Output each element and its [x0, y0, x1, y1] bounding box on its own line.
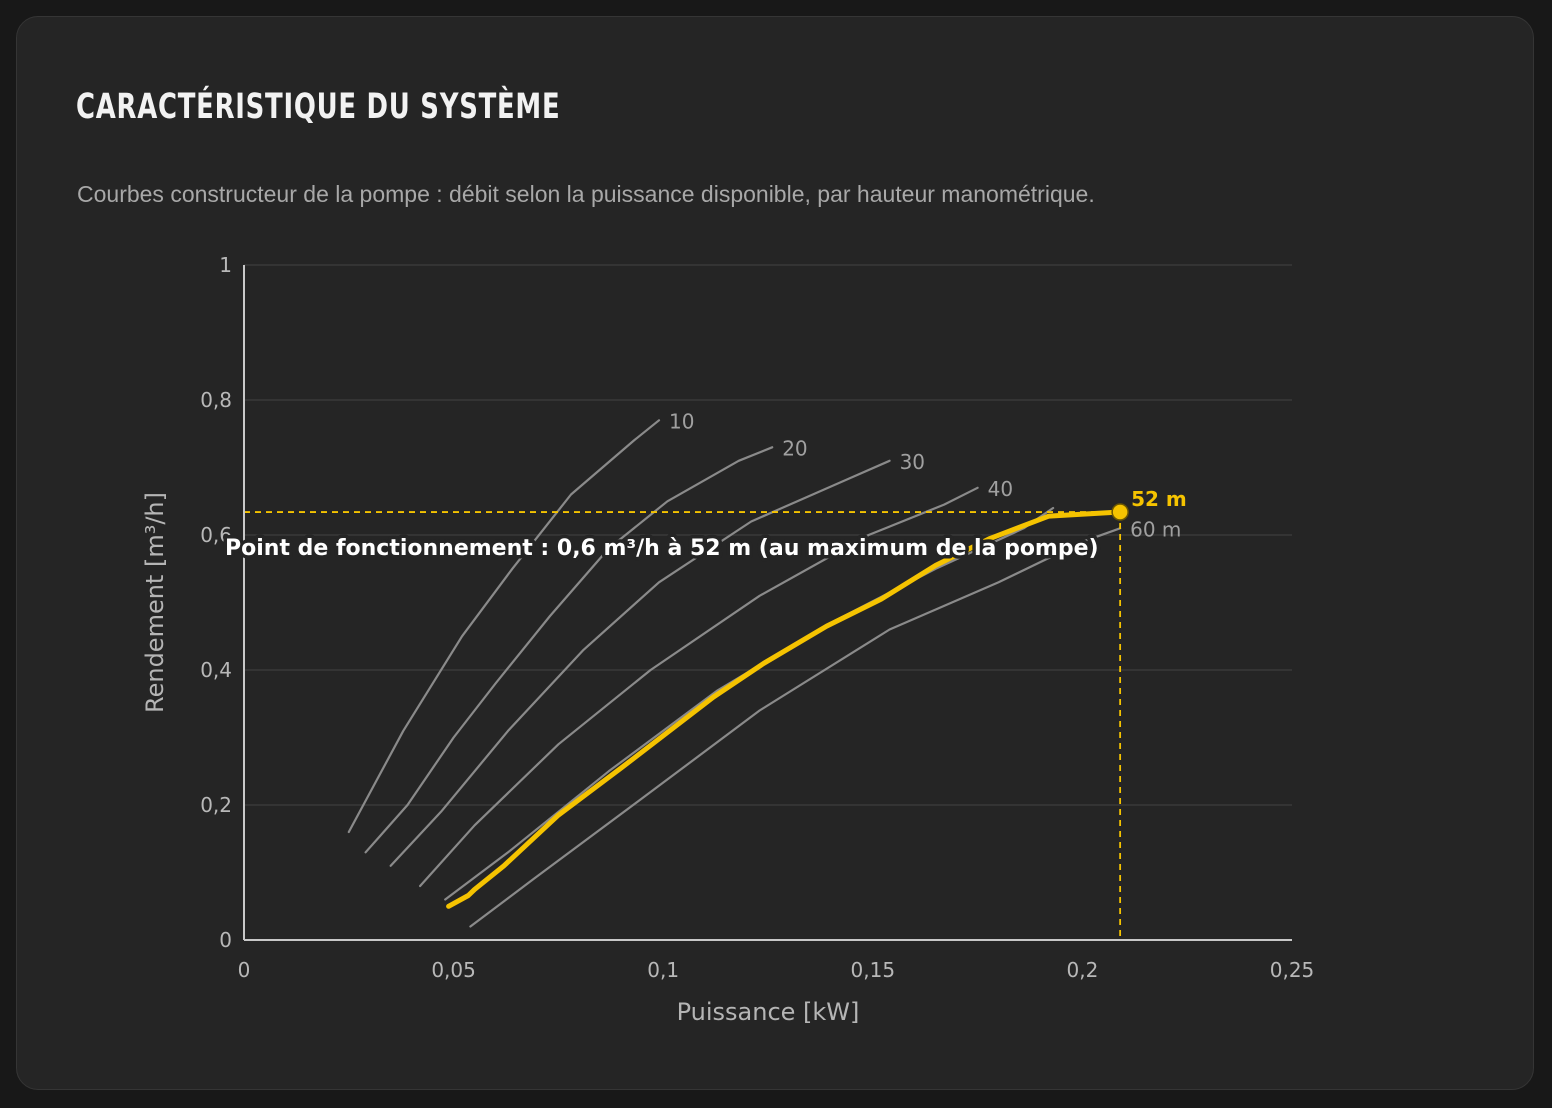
x-tick-label: 0,25 [1270, 958, 1315, 982]
series-line [347, 419, 661, 834]
x-tick-label: 0,15 [851, 958, 896, 982]
y-tick-label: 0,6 [200, 523, 232, 547]
series-label: 30 [900, 450, 925, 474]
x-tick-label: 0,2 [1066, 958, 1098, 982]
card-title: CARACTÉRISTIQUE DU SYSTÈME [76, 87, 561, 127]
highlight-series-line [446, 509, 1123, 909]
x-axis-title: Puissance [kW] [677, 998, 860, 1026]
y-tick-label: 0,4 [200, 658, 232, 682]
x-tick-label: 0,05 [431, 958, 476, 982]
card-subtitle: Courbes constructeur de la pompe : débit… [77, 181, 1095, 207]
operating-point-annotation: Point de fonctionnement : 0,6 m³/h à 52 … [225, 536, 1099, 561]
guides-layer [244, 503, 1129, 940]
grid-layer [244, 264, 1292, 806]
curves-layer [347, 419, 1123, 928]
series-line [469, 527, 1122, 928]
labels-layer: 10 20 30 40 60 m 52 m [669, 409, 1187, 541]
operating-point-marker [1111, 503, 1129, 521]
y-tick-label: 1 [219, 253, 232, 277]
series-label: 40 [988, 477, 1013, 501]
series-line [389, 459, 891, 867]
x-tick-label: 0 [238, 958, 251, 982]
highlight-series-label: 52 m [1131, 487, 1187, 511]
y-tick-label: 0 [219, 928, 232, 952]
y-tick-label: 0,8 [200, 388, 232, 412]
series-label: 60 m [1130, 517, 1181, 541]
series-line [444, 506, 1055, 901]
axes-layer: 00,20,40,60,810 0,05 0,1 0,15 0,2 0,25 [200, 253, 1314, 982]
y-tick-label: 0,2 [200, 793, 232, 817]
series-label: 20 [782, 436, 807, 460]
chart-card: CARACTÉRISTIQUE DU SYSTÈME Courbes const… [16, 16, 1534, 1090]
series-line [419, 486, 979, 888]
y-axis-title: Rendement [m³/h] [141, 492, 169, 713]
series-label: 10 [669, 409, 694, 433]
series-line [364, 446, 774, 854]
x-tick-label: 0,1 [647, 958, 679, 982]
